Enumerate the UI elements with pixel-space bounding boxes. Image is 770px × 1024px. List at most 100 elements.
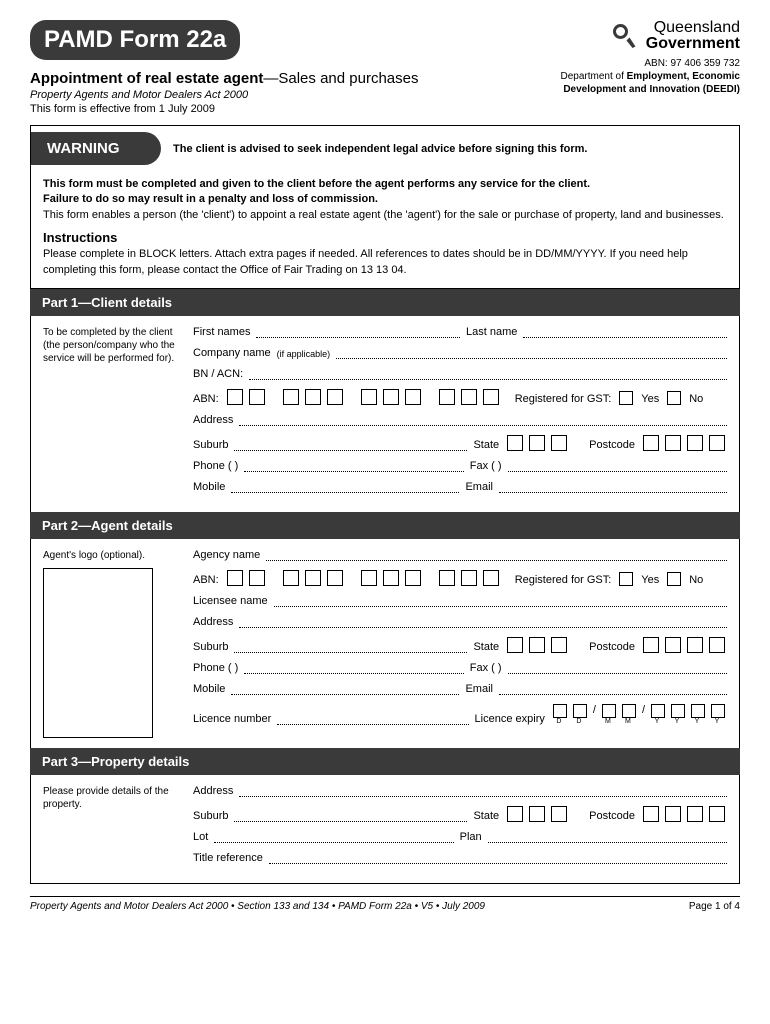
lbl-titleref: Title reference (193, 852, 263, 864)
gov-name-1: Queensland (646, 20, 740, 36)
field-mobile2[interactable] (231, 683, 459, 695)
warning-head: WARNING The client is advised to seek in… (31, 126, 739, 171)
gov-name-2: Government (646, 36, 740, 52)
field-phone2[interactable] (244, 662, 463, 674)
warning-line2: Failure to do so may result in a penalty… (43, 192, 727, 207)
subtitle-light: —Sales and purchases (263, 70, 418, 87)
postcode-boxes[interactable] (641, 435, 727, 451)
lbl-gst: Registered for GST: (515, 393, 612, 405)
lbl-mobile: Mobile (193, 481, 225, 493)
row-suburb2: Suburb State Postcode (193, 637, 727, 653)
field-lot[interactable] (214, 831, 453, 843)
sub-y4: Y (715, 718, 722, 725)
abn-text: ABN: 97 406 359 732 (560, 58, 740, 69)
gst-no-box[interactable] (667, 391, 681, 405)
field-suburb3[interactable] (234, 810, 467, 822)
abn-boxes-3[interactable] (359, 389, 423, 405)
sub-y3: Y (695, 718, 702, 725)
warning-box: WARNING The client is advised to seek in… (30, 125, 740, 289)
field-fax2[interactable] (508, 662, 727, 674)
field-licensee[interactable] (274, 595, 727, 607)
gst-yes-box[interactable] (619, 391, 633, 405)
row-address2: Address (193, 616, 727, 628)
dept-line2: Development and Innovation (DEEDI) (560, 84, 740, 95)
abn2-boxes-2[interactable] (281, 570, 345, 586)
row-suburb: Suburb State Postcode (193, 435, 727, 451)
lbl-company: Company name (193, 347, 271, 359)
part1-body: To be completed by the client (the perso… (30, 316, 740, 512)
dept-2: Development and Innovation (DEEDI) (563, 84, 740, 95)
agent-logo-box[interactable] (43, 568, 153, 738)
gst2-no-box[interactable] (667, 572, 681, 586)
field-titleref[interactable] (269, 852, 727, 864)
state3-boxes[interactable] (505, 806, 569, 822)
abn2-boxes-3[interactable] (359, 570, 423, 586)
lbl-abn: ABN: (193, 393, 219, 405)
row-suburb3: Suburb State Postcode (193, 806, 727, 822)
field-agency[interactable] (266, 549, 727, 561)
page-header: PAMD Form 22a Appointment of real estate… (30, 20, 740, 115)
row-bn: BN / ACN: (193, 368, 727, 380)
field-suburb2[interactable] (234, 641, 467, 653)
field-licno[interactable] (277, 713, 468, 725)
row-abn: ABN: Registered for GST: Yes No (193, 389, 727, 405)
lbl-lastname: Last name (466, 326, 517, 338)
part1-fields: First names Last name Company name (if a… (193, 326, 727, 502)
abn-boxes-4[interactable] (437, 389, 501, 405)
lbl-agency: Agency name (193, 549, 260, 561)
abn2-boxes-4[interactable] (437, 570, 501, 586)
field-mobile[interactable] (231, 481, 459, 493)
lbl-state2: State (473, 641, 499, 653)
field-suburb[interactable] (234, 439, 467, 451)
warning-body: This form must be completed and given to… (31, 171, 739, 288)
abn2-boxes-1[interactable] (225, 570, 267, 586)
field-email[interactable] (499, 481, 727, 493)
abn-boxes-1[interactable] (225, 389, 267, 405)
field-bn[interactable] (249, 368, 727, 380)
row-agency: Agency name (193, 549, 727, 561)
lbl-postcode2: Postcode (589, 641, 635, 653)
state2-boxes[interactable] (505, 637, 569, 653)
field-plan[interactable] (488, 831, 727, 843)
act-line: Property Agents and Motor Dealers Act 20… (30, 89, 560, 101)
qld-crest-icon (610, 21, 640, 51)
lbl-address2: Address (193, 616, 233, 628)
postcode2-boxes[interactable] (641, 637, 727, 653)
lbl-phone2: Phone ( ) (193, 662, 238, 674)
part2-fields: Agency name ABN: Registered for GST: Yes… (193, 549, 727, 738)
warning-label: WARNING (31, 132, 161, 165)
sub-d1: D (556, 718, 563, 725)
gst2-yes-box[interactable] (619, 572, 633, 586)
field-fax[interactable] (508, 460, 727, 472)
form-title: PAMD Form 22a (30, 20, 240, 60)
field-lastname[interactable] (523, 326, 727, 338)
licexp-date[interactable]: D D / M M / Y Y Y Y (551, 704, 727, 725)
lbl-bn: BN / ACN: (193, 368, 243, 380)
field-email2[interactable] (499, 683, 727, 695)
part1-header: Part 1—Client details (30, 289, 740, 316)
part2-header: Part 2—Agent details (30, 512, 740, 539)
part3-note: Please provide details of the property. (43, 785, 193, 873)
field-address2[interactable] (239, 616, 727, 628)
gov-name: Queensland Government (646, 20, 740, 52)
postcode3-boxes[interactable] (641, 806, 727, 822)
lbl-suburb3: Suburb (193, 810, 228, 822)
header-right: Queensland Government ABN: 97 406 359 73… (560, 20, 740, 95)
row-address: Address (193, 414, 727, 426)
field-phone[interactable] (244, 460, 463, 472)
abn-boxes-2[interactable] (281, 389, 345, 405)
subtitle-bold: Appointment of real estate agent (30, 70, 263, 87)
lbl-mobile2: Mobile (193, 683, 225, 695)
field-address[interactable] (239, 414, 727, 426)
part1-note: To be completed by the client (the perso… (43, 326, 193, 502)
row-mobile: Mobile Email (193, 481, 727, 493)
field-firstnames[interactable] (256, 326, 460, 338)
row-phone2: Phone ( ) Fax ( ) (193, 662, 727, 674)
row-titleref: Title reference (193, 852, 727, 864)
state-boxes[interactable] (505, 435, 569, 451)
field-company[interactable] (336, 347, 727, 359)
field-address3[interactable] (239, 785, 727, 797)
lbl-phone: Phone ( ) (193, 460, 238, 472)
row-licence: Licence number Licence expiry D D / M M … (193, 704, 727, 725)
row-mobile2: Mobile Email (193, 683, 727, 695)
